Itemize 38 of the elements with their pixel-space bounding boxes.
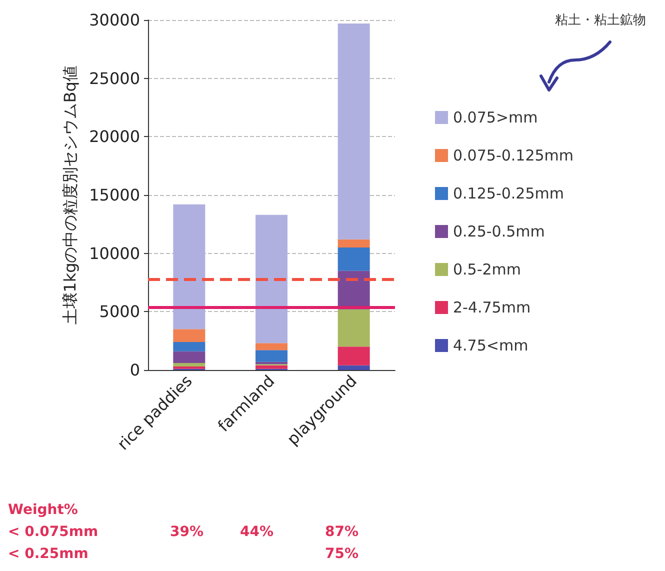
text: 39% <box>170 524 204 540</box>
legend-label: 0.25-0.5mm <box>453 222 545 240</box>
bar <box>338 239 370 248</box>
bar <box>338 24 370 240</box>
bar <box>256 350 288 362</box>
bar <box>256 343 288 350</box>
text: < 0.25mm <box>8 546 88 562</box>
y-tick-label: 5000 <box>99 302 140 322</box>
bar <box>173 329 206 342</box>
bar <box>338 248 370 271</box>
bar <box>173 342 206 352</box>
bar <box>256 365 288 369</box>
bar <box>256 214 288 344</box>
bar <box>173 351 206 363</box>
legend-label: 0.075>mm <box>453 108 538 126</box>
y-tick-label: 30000 <box>89 10 140 30</box>
legend-label: 4.75<mm <box>453 336 528 354</box>
legend-label: 2-4.75mm <box>453 298 531 316</box>
y-tick-label: 10000 <box>89 244 140 263</box>
bar <box>173 363 206 366</box>
text: 75% <box>325 546 359 562</box>
y-tick-label: 0 <box>130 360 140 380</box>
y-axis-title: 土壌1kgの中の粒度別セシウムBq値 <box>60 66 80 324</box>
y-tick-label: 20000 <box>89 127 140 146</box>
text: Weight% <box>8 502 78 518</box>
legend-label: 0.125-0.25mm <box>453 184 564 202</box>
text: < 0.075mm <box>8 524 98 540</box>
text: 44% <box>240 524 274 540</box>
legend-label: 0.5-2mm <box>453 260 522 278</box>
bar <box>173 204 206 330</box>
bar <box>338 309 370 347</box>
bar <box>338 346 370 366</box>
y-tick-label: 15000 <box>89 186 140 204</box>
bar <box>338 365 370 370</box>
text: 87% <box>325 524 359 540</box>
y-tick-label: 25000 <box>89 68 140 88</box>
legend-label: 0.075-0.125mm <box>453 146 574 164</box>
text: 粘土・粘土鉱物 <box>555 13 646 28</box>
